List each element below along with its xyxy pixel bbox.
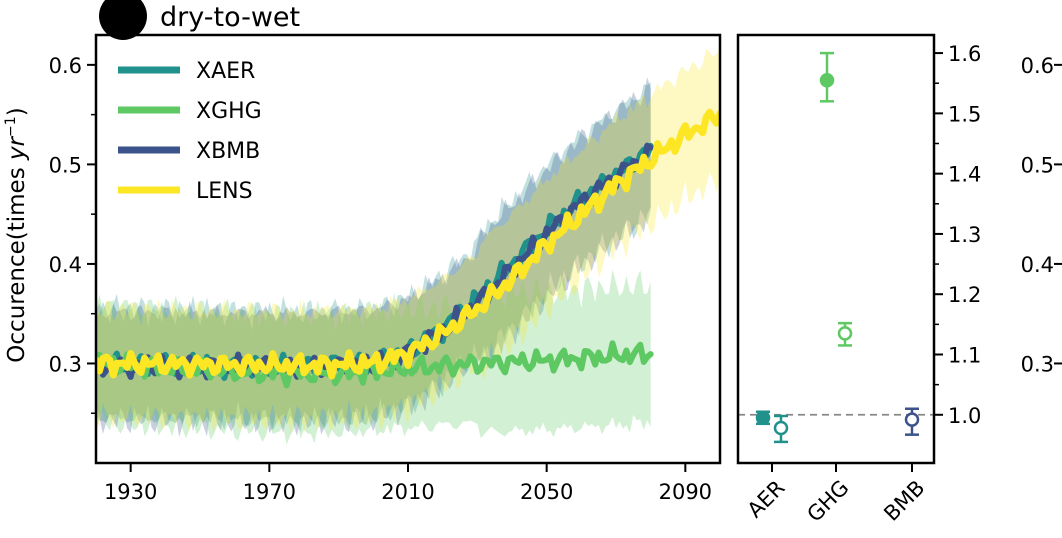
- x-tick-label: 2050: [520, 480, 573, 504]
- legend-label-xghg: XGHG: [196, 99, 262, 124]
- ratio-point-bmb: [904, 412, 920, 427]
- y-tick-label: 0.6: [49, 54, 82, 78]
- y-tick-label: 0.4: [49, 253, 82, 277]
- y-tick-label: 0.5: [49, 153, 82, 177]
- ratio-y-axis: 1.0 1.1 1.2 1.3 1.4 1.5 1.6: [934, 42, 981, 428]
- extra-y-tick-label: 0.3: [1021, 352, 1054, 376]
- y-tick-label: 0.3: [49, 352, 82, 376]
- uncertainty-bands: [96, 46, 720, 445]
- ratio-x-axis: AER GHG BMB: [743, 463, 930, 527]
- ratio-y-tick-label: 1.2: [948, 283, 981, 307]
- ratio-point-aer: [773, 420, 789, 436]
- ratio-y-tick-label: 1.3: [948, 223, 981, 247]
- ratio-points: [755, 51, 920, 444]
- legend-label-xaer: XAER: [196, 59, 255, 84]
- extra-y-axis: 0.6 0.5 0.4 0.3: [1021, 54, 1062, 376]
- x-tick-label: 1930: [104, 480, 157, 504]
- band-xbmb: [96, 77, 651, 438]
- ratio-x-tick-label: AER: [743, 476, 790, 523]
- ratio-x-tick-label: BMB: [879, 476, 929, 526]
- ratio-plot: 1.0 1.1 1.2 1.3 1.4 1.5 1.6 AER GHG BMB: [736, 33, 981, 527]
- x-tick-label: 1970: [243, 480, 296, 504]
- time-series-plot: 1930 1970 2010 2050 2090 0.3 0.4 0.5 0.6 Occure…: [3, 33, 722, 504]
- ratio-x-tick-label: GHG: [802, 476, 853, 527]
- ratio-y-tick-label: 1.0: [948, 404, 981, 428]
- x-axis: 1930 1970 2010 2050 2090: [104, 463, 712, 504]
- ratio-y-tick-label: 1.6: [948, 42, 981, 66]
- x-tick-label: 2010: [381, 480, 434, 504]
- ratio-y-tick-label: 1.4: [948, 163, 981, 187]
- x-tick-label: 2090: [659, 480, 712, 504]
- ratio-y-tick-label: 1.1: [948, 343, 981, 367]
- extra-y-tick-label: 0.4: [1021, 253, 1054, 277]
- extra-y-tick-label: 0.5: [1021, 153, 1054, 177]
- ratio-point-aer: [755, 410, 771, 426]
- band-xaer: [96, 82, 651, 432]
- band-lens: [96, 46, 720, 434]
- panel-label: dry-to-wet: [160, 2, 300, 33]
- series-lines: [96, 108, 720, 389]
- panel-label-marker: [99, 0, 147, 40]
- legend-label-lens: LENS: [196, 179, 253, 204]
- legend: XAER XGHG XBMB LENS: [118, 59, 262, 204]
- ratio-point-ghg: [837, 326, 853, 341]
- ratio-point-ghg: [819, 72, 835, 88]
- line-lens: [96, 108, 720, 380]
- y-axis-label: Occurence(times yr−1): [3, 107, 30, 362]
- legend-label-xbmb: XBMB: [196, 139, 260, 164]
- y-axis: 0.3 0.4 0.5 0.6: [49, 54, 96, 414]
- extra-y-tick-label: 0.6: [1021, 54, 1054, 78]
- ratio-frame: [736, 33, 936, 465]
- ratio-y-tick-label: 1.5: [948, 102, 981, 126]
